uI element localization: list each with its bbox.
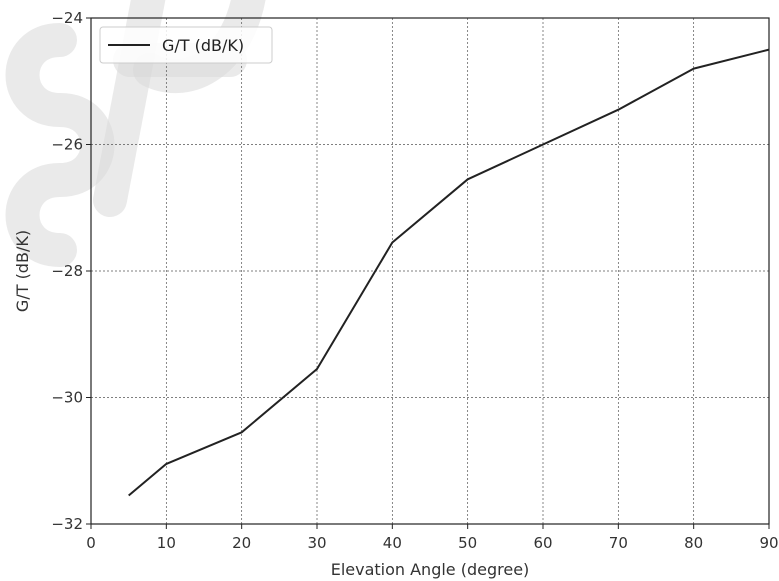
- y-tick-label: −28: [51, 262, 83, 280]
- y-tick-label: −32: [51, 515, 83, 533]
- y-tick-label: −26: [51, 136, 83, 154]
- x-tick-label: 0: [86, 534, 96, 552]
- x-tick-label: 90: [759, 534, 778, 552]
- x-tick-label: 10: [157, 534, 176, 552]
- series-line: [128, 48, 770, 497]
- legend: G/T (dB/K): [99, 26, 273, 64]
- grid: [90, 17, 770, 525]
- legend-box: [99, 26, 273, 64]
- y-tick-label: −30: [51, 389, 83, 407]
- x-tick-label: 40: [383, 534, 402, 552]
- x-tick-label: 70: [609, 534, 628, 552]
- x-axis-label: Elevation Angle (degree): [331, 560, 530, 579]
- watermark-stroke-1: [5, 23, 115, 267]
- series-layer: [128, 48, 770, 497]
- x-tick-label: 60: [533, 534, 552, 552]
- legend-label: G/T (dB/K): [162, 36, 244, 55]
- x-tick-label: 50: [458, 534, 477, 552]
- watermark-stroke-2: [93, 0, 166, 217]
- watermark-stroke-4: [133, 0, 266, 94]
- axis-ticks: 0 10 20 30 40 50 60 70 80 90 −32 −30 −28 −26 −24: [51, 9, 778, 552]
- x-tick-label: 20: [232, 534, 251, 552]
- y-tick-label: −24: [51, 9, 83, 27]
- x-tick-label: 80: [684, 534, 703, 552]
- x-tick-label: 30: [307, 534, 326, 552]
- y-axis-label: G/T (dB/K): [13, 230, 32, 312]
